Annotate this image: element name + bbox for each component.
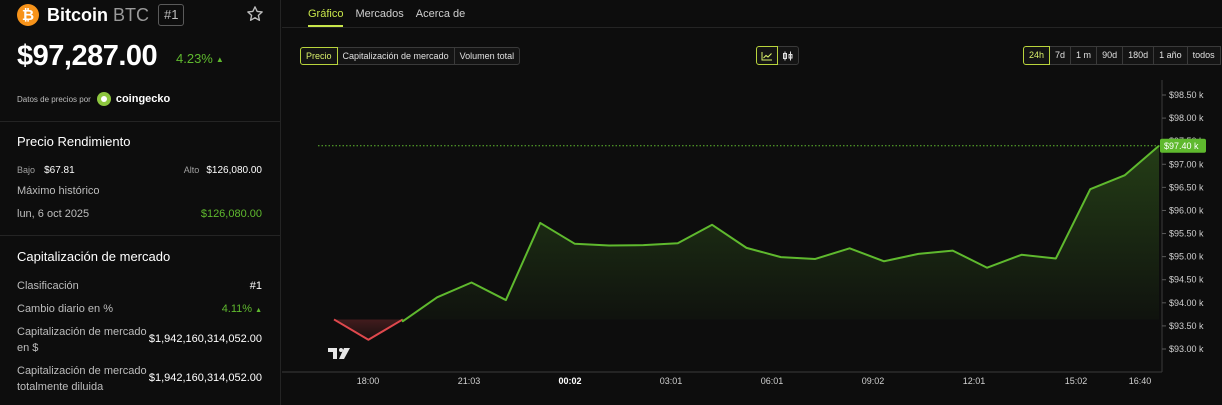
x-tick-label: 16:40: [1129, 376, 1152, 386]
x-tick-label: 21:03: [458, 376, 481, 386]
daily-change-value: 4.11%: [221, 303, 253, 315]
range-180d-button[interactable]: 180d: [1122, 46, 1155, 65]
ath-label: Máximo histórico: [17, 185, 100, 197]
fd-cap-label: Capitalización de mercado totalmente dil…: [17, 363, 147, 395]
range-all-button[interactable]: todos: [1186, 46, 1221, 65]
fd-cap-label-line2: totalmente diluida: [17, 381, 104, 393]
divider: [0, 121, 281, 122]
price-change-value: 4.23%: [176, 51, 213, 66]
line-chart-icon: [761, 51, 772, 60]
time-range-selector: 24h 7d 1 m 90d 180d 1 año todos: [1023, 46, 1221, 65]
daily-change-label: Cambio diario en %: [17, 303, 113, 315]
fd-cap-value: $1,942,160,314,052.00: [148, 372, 262, 384]
line-chart-button[interactable]: [756, 46, 778, 65]
candlestick-icon: [783, 51, 793, 60]
chart-type-selector: [756, 46, 799, 65]
x-tick-label: 12:01: [963, 376, 986, 386]
fd-cap-label-line1: Capitalización de mercado: [17, 365, 147, 377]
y-tick-label: $96.50 k: [1169, 182, 1204, 192]
high-label: Alto: [183, 165, 200, 175]
source-label: Datos de precios por: [17, 94, 91, 104]
y-tick-label: $94.00 k: [1169, 298, 1204, 308]
y-tick-label: $98.00 k: [1169, 113, 1204, 123]
range-1m-button[interactable]: 1 m: [1070, 46, 1098, 65]
cap-usd-label-line1: Capitalización de mercado: [17, 326, 147, 338]
coingecko-logo-icon: [96, 92, 111, 106]
x-tick-label: 06:01: [761, 376, 784, 386]
up-arrow-icon: ▲: [255, 307, 262, 314]
price-change-24h: 4.23% ▲: [176, 51, 224, 66]
current-price-badge: [1160, 138, 1206, 153]
price-chart[interactable]: $93.00 k $93.50 k $94.00 k $94.50 k $95.00 k…: [282, 80, 1222, 405]
low-row: Bajo $67.81: [17, 164, 75, 176]
divider: [0, 235, 281, 236]
low-label: Bajo: [17, 165, 36, 175]
x-axis: 18:00 21:03 00:02 03:01 06:01 09:02 12:01 15:02…: [282, 371, 1162, 386]
high-value: $126,080.00: [206, 165, 262, 176]
cap-usd-label-line2: en $: [17, 342, 39, 354]
metric-volume-button[interactable]: Volumen total: [453, 47, 521, 65]
y-tick-label: $93.00 k: [1169, 344, 1204, 354]
tab-mercados[interactable]: Mercados: [355, 8, 404, 20]
coin-overview-panel: ₿ Bitcoin BTC #1 $97,287.00 4.23% ▲ Datos…: [0, 0, 281, 405]
x-tick-label: 18:00: [357, 376, 380, 386]
range-1y-button[interactable]: 1 año: [1153, 46, 1188, 65]
rank-value: #1: [249, 280, 262, 292]
bitcoin-icon: ₿: [17, 4, 39, 26]
series-line-up: [401, 145, 1160, 323]
up-arrow-icon: ▲: [215, 55, 224, 64]
rank-badge: #1: [158, 4, 185, 26]
tabs-divider: [282, 27, 1222, 28]
current-price-label: $97.40 k: [1164, 141, 1199, 151]
y-tick-label: $93.50 k: [1169, 321, 1204, 331]
down-area-fill: [334, 319, 403, 340]
x-tick-label: 15:02: [1065, 376, 1088, 386]
y-tick-label: $97.00 k: [1169, 159, 1204, 169]
x-tick-label: 09:02: [862, 376, 885, 386]
cap-usd-label: Capitalización de mercado en $: [17, 324, 147, 356]
y-tick-label: $96.00 k: [1169, 205, 1204, 215]
coin-name: Bitcoin: [47, 4, 108, 25]
range-90d-button[interactable]: 90d: [1096, 46, 1124, 65]
coin-symbol: BTC: [113, 4, 149, 25]
x-tick-label: 03:01: [660, 376, 683, 386]
market-cap-title: Capitalización de mercado: [17, 249, 171, 264]
star-icon[interactable]: [246, 5, 264, 23]
rank-label: Clasificación: [17, 280, 79, 292]
y-tick-label: $95.00 k: [1169, 252, 1204, 262]
source-name[interactable]: coingecko: [115, 93, 171, 105]
current-price: $97,287.00: [17, 40, 158, 72]
tab-grafico[interactable]: Gráfico: [308, 8, 344, 27]
metric-precio-button[interactable]: Precio: [300, 47, 338, 65]
y-tick-label: $95.50 k: [1169, 229, 1204, 239]
ath-date: lun, 6 oct 2025: [17, 208, 90, 220]
y-tick-label: $98.50 k: [1169, 90, 1204, 100]
high-row: Alto $126,080.00: [184, 164, 262, 176]
daily-change: 4.11% ▲: [222, 303, 262, 315]
cap-usd-value: $1,942,160,314,052.00: [148, 333, 262, 345]
ath-value: $126,080.00: [200, 208, 262, 220]
range-7d-button[interactable]: 7d: [1049, 46, 1072, 65]
x-tick-label: 00:02: [558, 376, 581, 386]
tradingview-icon: [328, 348, 350, 359]
y-axis: $93.00 k $93.50 k $94.00 k $94.50 k $95.00 k…: [1161, 80, 1204, 372]
coin-header: ₿ Bitcoin BTC #1: [17, 4, 185, 26]
plot-area: $97.40 k: [318, 138, 1206, 341]
series-line-down: [333, 318, 404, 341]
tab-acerca-de[interactable]: Acerca de: [415, 8, 466, 20]
performance-title: Precio Rendimiento: [17, 134, 131, 149]
data-source: Datos de precios por coingecko: [17, 92, 170, 106]
chart-tabs: Gráfico Mercados Acerca de: [308, 8, 465, 27]
low-value: $67.81: [44, 165, 75, 176]
metric-market-cap-button[interactable]: Capitalización de mercado: [336, 47, 455, 65]
candlestick-button[interactable]: [777, 46, 799, 65]
range-24h-button[interactable]: 24h: [1023, 46, 1051, 65]
y-tick-label: $94.50 k: [1169, 275, 1204, 285]
up-area-fill: [402, 145, 1159, 322]
metric-selector: Precio Capitalización de mercado Volumen…: [300, 47, 521, 65]
